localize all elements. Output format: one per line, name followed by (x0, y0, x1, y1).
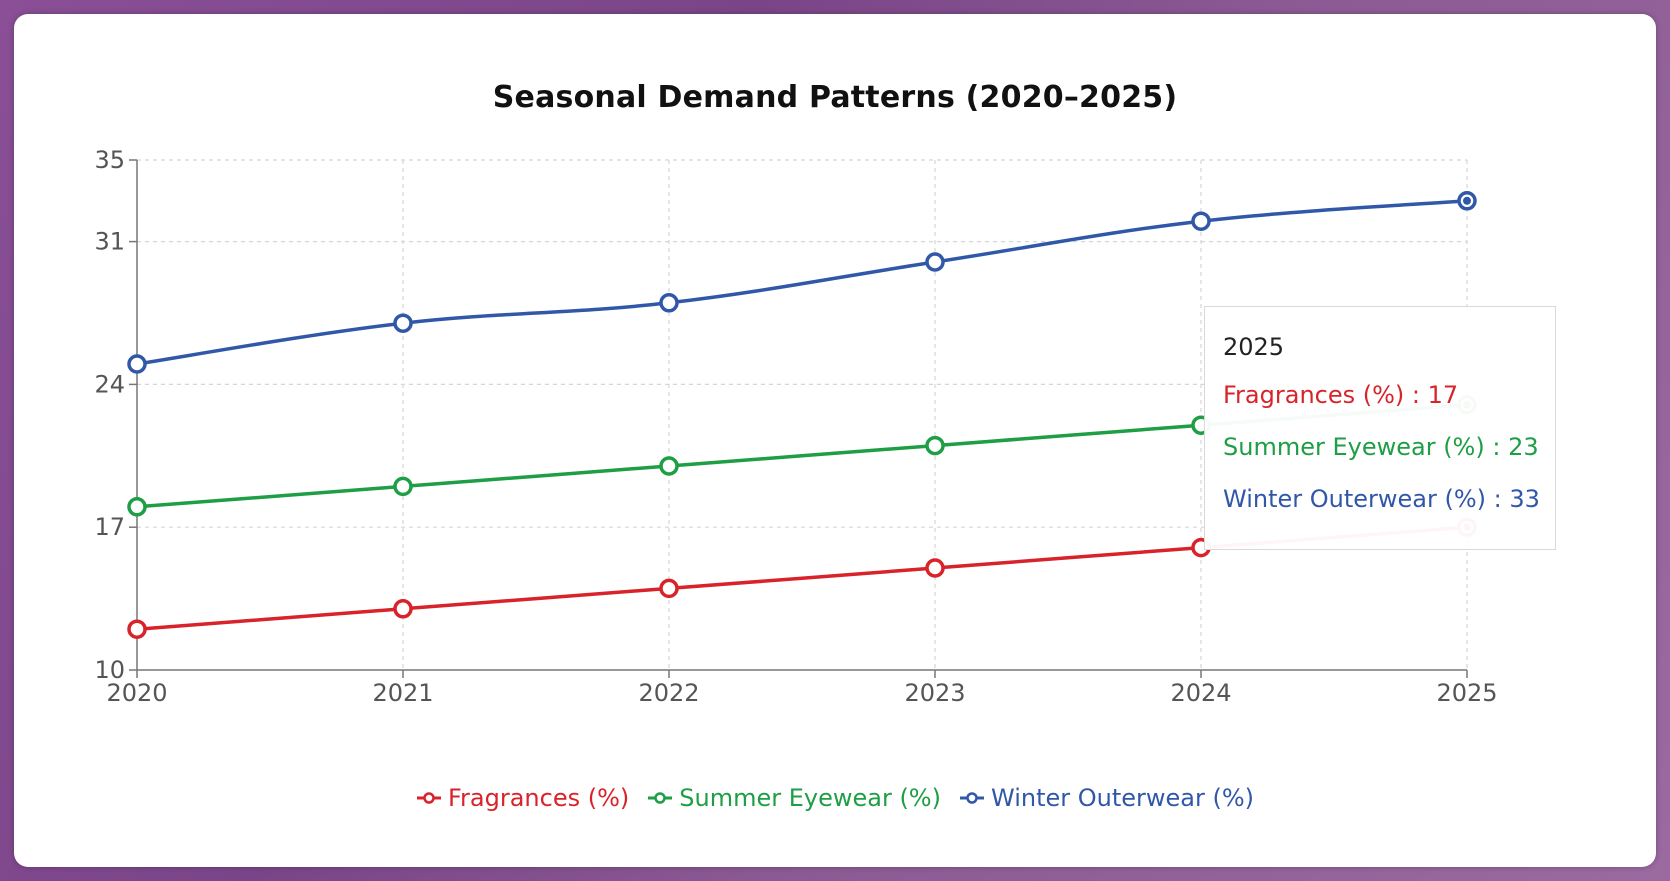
data-point-summer-eyewear (127, 497, 147, 517)
data-point-highlight-winter-outerwear (1463, 196, 1471, 205)
legend-line-marker-icon (648, 792, 673, 804)
data-point-fragrances (659, 578, 679, 599)
y-tick-label: 10 (94, 656, 125, 684)
y-tick-label: 31 (94, 228, 125, 256)
tooltip-row-summer-eyewear: Summer Eyewear (%) : 23 (1223, 433, 1539, 461)
legend-item-winter-outerwear[interactable]: Winter Outerwear (%) (959, 784, 1254, 812)
tooltip-row-winter-outerwear: Winter Outerwear (%) : 33 (1223, 485, 1540, 513)
chart-legend: Fragrances (%) Summer Eyewear (%) Winter… (14, 784, 1656, 812)
tooltip-title: 2025 (1223, 333, 1285, 361)
line-chart: 10 17 24 31 35 2020 2021 2022 2023 2024 2025 (94, 146, 1497, 707)
data-point-winter-outerwear (1191, 211, 1211, 231)
legend-item-summer-eyewear[interactable]: Summer Eyewear (%) (647, 784, 941, 812)
legend-line-marker-icon (959, 792, 984, 804)
data-point-fragrances (393, 599, 413, 619)
data-point-fragrances (925, 558, 945, 578)
x-tick-label: 2020 (106, 679, 167, 707)
chart-card: Seasonal Demand Patterns (2020–2025) 10 1… (14, 14, 1656, 867)
chart-tooltip: 2025 Fragrances (%) : 17 Summer Eyewear … (1204, 306, 1556, 550)
x-tick-label: 2023 (904, 679, 965, 707)
chart-title: Seasonal Demand Patterns (2020–2025) (492, 80, 1178, 115)
data-point-winter-outerwear (393, 313, 413, 333)
x-tick-label: 2021 (372, 679, 433, 707)
x-tick-label: 2025 (1436, 679, 1497, 707)
data-point-winter-outerwear (659, 293, 679, 313)
tooltip-row-fragrances: Fragrances (%) : 17 (1223, 381, 1459, 409)
y-tick-label: 35 (94, 146, 125, 174)
series-line-winter-outerwear (136, 199, 1468, 366)
legend-label: Summer Eyewear (%) (679, 784, 941, 812)
data-point-summer-eyewear (925, 435, 945, 456)
x-tick-label: 2024 (1170, 679, 1231, 707)
data-point-fragrances (127, 619, 147, 639)
legend-item-fragrances[interactable]: Fragrances (%) (416, 784, 629, 812)
data-point-summer-eyewear (659, 456, 679, 476)
data-point-summer-eyewear (393, 476, 413, 497)
x-tick-label: 2022 (638, 679, 699, 707)
legend-label: Winter Outerwear (%) (990, 784, 1255, 812)
data-point-winter-outerwear (925, 252, 945, 272)
data-point-winter-outerwear (127, 354, 147, 374)
legend-line-marker-icon (416, 792, 441, 804)
y-tick-label: 17 (94, 513, 125, 541)
legend-label: Fragrances (%) (447, 784, 630, 812)
y-tick-label: 24 (94, 370, 125, 398)
